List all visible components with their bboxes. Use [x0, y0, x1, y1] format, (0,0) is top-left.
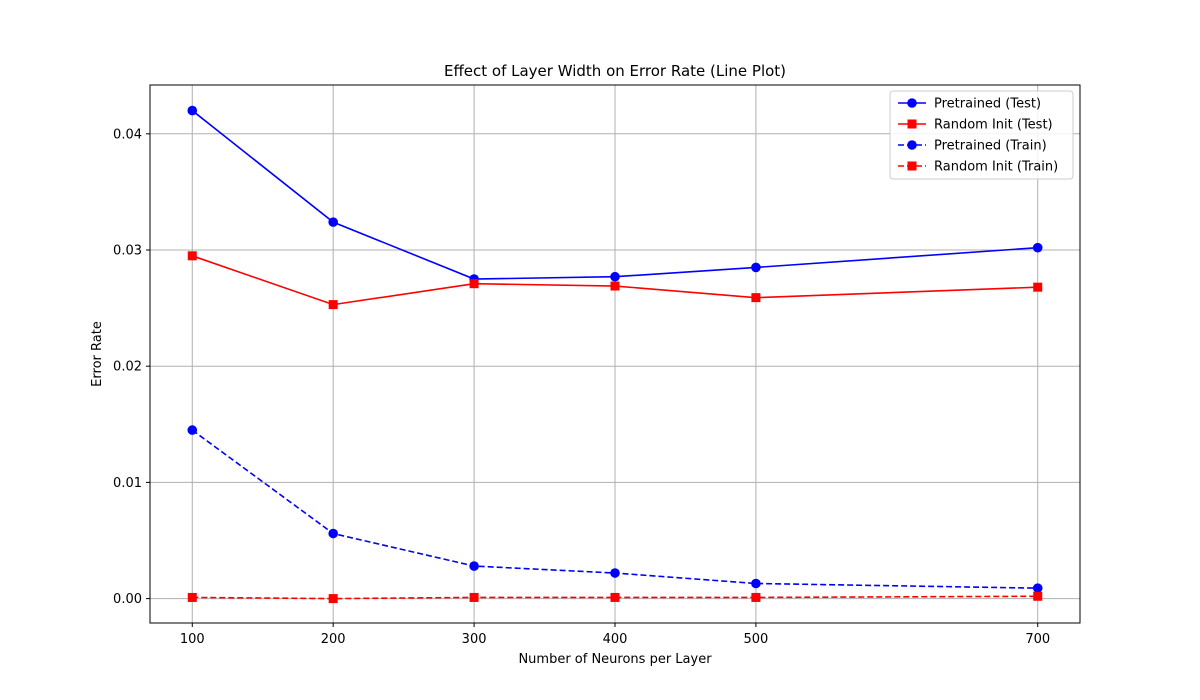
data-point: [751, 262, 761, 273]
legend-marker: [907, 140, 917, 150]
data-point: [187, 425, 198, 435]
series-2: [187, 425, 1043, 593]
legend-label: Pretrained (Train): [934, 139, 1047, 154]
legend-label: Random Init (Test): [934, 118, 1053, 133]
chart-title: Effect of Layer Width on Error Rate (Lin…: [444, 62, 786, 80]
legend-marker: [907, 119, 917, 129]
data-point: [187, 592, 197, 602]
x-tick-label: 200: [321, 632, 346, 647]
data-point: [469, 279, 479, 289]
data-point: [469, 592, 479, 602]
data-point: [187, 251, 197, 261]
data-point: [751, 578, 761, 589]
data-point: [328, 300, 338, 310]
y-axis-label: Error Rate: [90, 321, 105, 387]
x-tick-label: 100: [180, 632, 205, 647]
x-axis-label: Number of Neurons per Layer: [518, 652, 712, 667]
legend: Pretrained (Test) Random Init (Test) Pretr…: [889, 90, 1074, 180]
data-point: [187, 105, 198, 116]
data-point: [610, 281, 620, 291]
series-0: [187, 105, 1043, 284]
y-tick-label: 0.01: [113, 476, 142, 491]
data-point: [751, 592, 761, 602]
series-3: [187, 591, 1043, 604]
data-point: [469, 561, 479, 571]
series-line: [191, 109, 1038, 280]
data-point: [610, 568, 620, 578]
x-tick-label: 400: [603, 632, 628, 647]
data-point: [610, 592, 620, 602]
data-point: [1033, 282, 1043, 292]
y-tick-label: 0.00: [113, 592, 142, 607]
data-point: [328, 217, 338, 227]
series-layer: [187, 105, 1043, 604]
series-line: [192, 255, 1038, 306]
data-point: [610, 271, 620, 282]
y-tick-label: 0.03: [113, 244, 142, 259]
legend-marker: [907, 161, 917, 171]
data-point: [328, 594, 338, 604]
y-tick-label: 0.02: [113, 360, 142, 375]
data-point: [1032, 583, 1043, 593]
series-line: [191, 429, 1038, 589]
data-point: [1033, 591, 1043, 601]
tick-layer: 100 200 300 400 500 700 0.00 0.01 0.02 0.03 0.04: [113, 127, 1050, 647]
data-point: [1032, 242, 1043, 253]
legend-entry: Pretrained (Test): [898, 97, 1041, 112]
data-point: [751, 293, 761, 303]
x-tick-label: 500: [743, 632, 768, 647]
data-point: [328, 528, 338, 539]
legend-label: Random Init (Train): [934, 160, 1058, 175]
legend-entry: Random Init (Test): [898, 118, 1053, 133]
legend-label: Pretrained (Test): [934, 97, 1041, 112]
legend-marker: [907, 98, 917, 108]
x-tick-label: 300: [462, 632, 487, 647]
x-tick-label: 700: [1025, 632, 1050, 647]
legend-entry: Random Init (Train): [898, 160, 1058, 175]
legend-entry: Pretrained (Train): [898, 139, 1047, 154]
y-tick-label: 0.04: [113, 127, 142, 142]
series-line: [192, 595, 1038, 600]
series-1: [187, 251, 1043, 310]
legend-box: [889, 90, 1074, 180]
